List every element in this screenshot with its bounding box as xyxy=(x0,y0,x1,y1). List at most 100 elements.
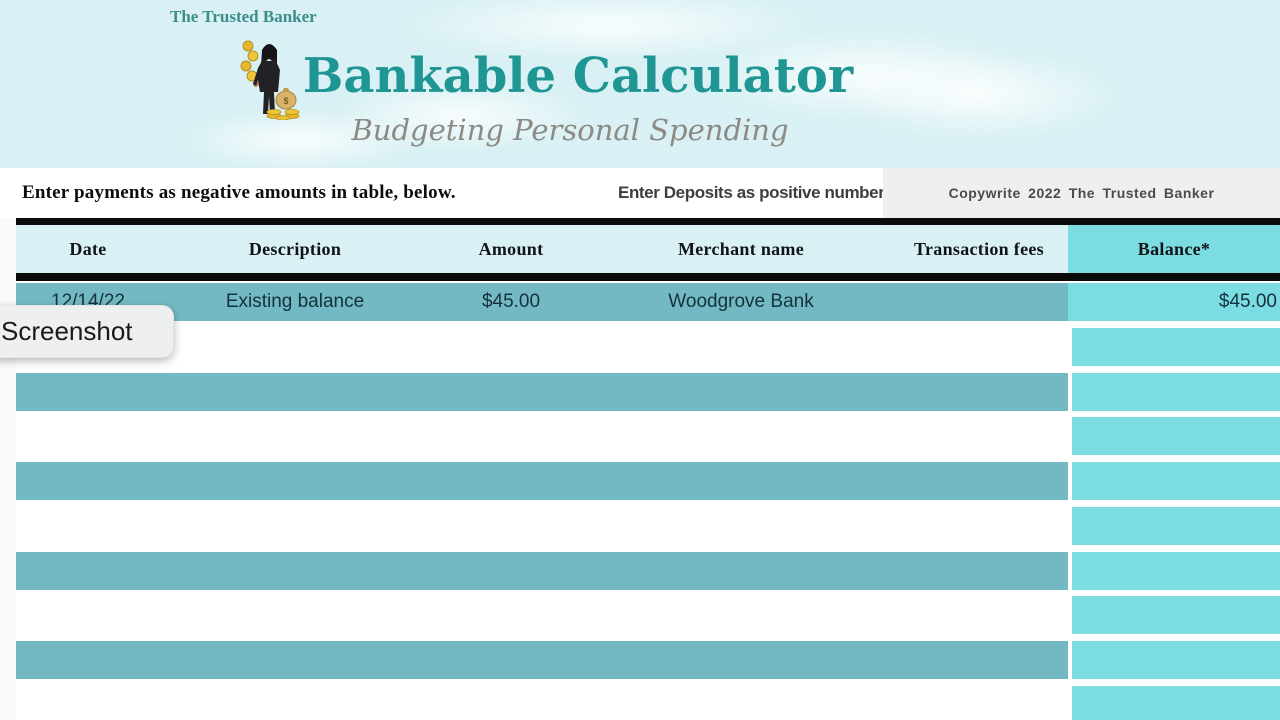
instruction-band: Enter payments as negative amounts in ta… xyxy=(0,168,1280,218)
cell-fees[interactable] xyxy=(890,596,1068,634)
cell-merchant[interactable] xyxy=(592,507,890,545)
banner: The Trusted Banker $ Bankable Cal xyxy=(0,0,1280,170)
table-header: Date Description Amount Merchant name Tr… xyxy=(0,225,1280,273)
cell-amount[interactable] xyxy=(430,507,592,545)
cell-merchant[interactable]: Woodgrove Bank xyxy=(668,291,814,312)
screenshot-tooltip-label: Screenshot xyxy=(1,316,133,346)
cell-balance[interactable] xyxy=(1072,462,1280,500)
cell-balance[interactable] xyxy=(1072,327,1280,366)
cell-fees[interactable] xyxy=(890,507,1068,545)
cell-balance[interactable] xyxy=(1072,596,1280,635)
cell-balance[interactable] xyxy=(1072,641,1280,679)
table-row xyxy=(0,596,1280,635)
copyright-text: Copywrite 2022 The Trusted Banker xyxy=(948,185,1215,201)
cell-description[interactable] xyxy=(160,328,430,366)
page-subtitle: Budgeting Personal Spending xyxy=(351,113,789,147)
payments-instruction: Enter payments as negative amounts in ta… xyxy=(22,182,456,203)
divider-header xyxy=(16,273,1280,281)
cell-amount[interactable] xyxy=(430,328,592,366)
column-header-description[interactable]: Description xyxy=(248,238,342,259)
cell-fees[interactable] xyxy=(890,686,1068,720)
cell-date[interactable] xyxy=(16,641,160,679)
cell-date[interactable] xyxy=(16,417,160,455)
banker-logo-icon: $ xyxy=(240,40,300,120)
cell-merchant[interactable] xyxy=(592,641,890,679)
brand-name: The Trusted Banker xyxy=(170,7,317,26)
cell-description[interactable] xyxy=(160,641,430,679)
cell-date[interactable] xyxy=(16,373,160,411)
cell-amount[interactable] xyxy=(430,462,592,500)
cell-amount[interactable]: $45.00 xyxy=(481,291,541,312)
cell-balance[interactable] xyxy=(1072,685,1280,720)
cell-fees[interactable] xyxy=(890,641,1068,679)
table-header-background: Date Description Amount Merchant name Tr… xyxy=(16,225,1068,273)
cell-merchant[interactable] xyxy=(592,686,890,720)
table-row xyxy=(0,372,1280,411)
table-row xyxy=(0,327,1280,366)
cell-merchant[interactable] xyxy=(592,328,890,366)
cell-fees[interactable] xyxy=(890,417,1068,455)
cell-amount[interactable] xyxy=(430,641,592,679)
column-header-amount[interactable]: Amount xyxy=(478,238,544,259)
page-title: Bankable Calculator xyxy=(302,48,854,104)
cell-fees[interactable] xyxy=(890,283,1068,321)
table-row xyxy=(0,551,1280,590)
cell-amount[interactable] xyxy=(430,596,592,634)
cell-description[interactable] xyxy=(160,462,430,500)
cell-fees[interactable] xyxy=(890,462,1068,500)
cell-merchant[interactable] xyxy=(592,417,890,455)
column-header-fees[interactable]: Transaction fees xyxy=(914,238,1044,259)
cell-description[interactable] xyxy=(160,373,430,411)
cell-date[interactable] xyxy=(16,596,160,634)
table-row xyxy=(0,685,1280,720)
cell-merchant[interactable] xyxy=(592,373,890,411)
cell-date[interactable] xyxy=(16,686,160,720)
cell-description[interactable] xyxy=(160,596,430,634)
cell-description[interactable] xyxy=(160,417,430,455)
copyright-block: Copywrite 2022 The Trusted Banker xyxy=(883,168,1280,218)
cell-merchant[interactable] xyxy=(592,462,890,500)
cell-date[interactable] xyxy=(16,507,160,545)
cell-description[interactable]: Existing balance xyxy=(225,291,365,312)
cell-fees[interactable] xyxy=(890,328,1068,366)
cell-balance[interactable] xyxy=(1072,372,1280,411)
cell-date[interactable] xyxy=(16,552,160,590)
cell-merchant[interactable] xyxy=(592,552,890,590)
cell-amount[interactable] xyxy=(430,417,592,455)
cell-amount[interactable] xyxy=(430,373,592,411)
table-row xyxy=(0,506,1280,545)
row-band xyxy=(16,641,1068,679)
cell-balance[interactable] xyxy=(1072,551,1280,590)
column-header-balance[interactable]: Balance* xyxy=(1068,225,1280,273)
row-band xyxy=(16,462,1068,500)
cell-description[interactable] xyxy=(160,552,430,590)
column-header-merchant[interactable]: Merchant name xyxy=(677,238,805,259)
cell-balance[interactable] xyxy=(1072,506,1280,545)
svg-text:$: $ xyxy=(283,96,288,106)
deposits-instruction: Enter Deposits as positive number xyxy=(618,183,885,202)
table-row xyxy=(0,462,1280,500)
cell-fees[interactable] xyxy=(890,373,1068,411)
cell-balance[interactable]: $45.00 xyxy=(1068,283,1280,321)
cell-date[interactable] xyxy=(16,462,160,500)
cell-amount[interactable] xyxy=(430,552,592,590)
table-row xyxy=(0,641,1280,679)
table-row xyxy=(0,417,1280,456)
cell-merchant[interactable] xyxy=(592,596,890,634)
cloud-decoration xyxy=(180,110,420,170)
table-row: 12/14/22 Existing balance $45.00 Woodgrove … xyxy=(0,283,1280,321)
row-band xyxy=(16,283,1068,321)
row-band xyxy=(16,372,1068,411)
cell-description[interactable] xyxy=(160,507,430,545)
column-header-date[interactable]: Date xyxy=(69,238,107,259)
cell-amount[interactable] xyxy=(430,686,592,720)
cell-description[interactable] xyxy=(160,686,430,720)
cloud-decoration xyxy=(840,50,1120,140)
divider-top xyxy=(16,218,1280,225)
cell-balance[interactable] xyxy=(1072,417,1280,456)
row-band xyxy=(16,551,1068,590)
cell-fees[interactable] xyxy=(890,552,1068,590)
screenshot-tooltip[interactable]: Screenshot xyxy=(0,305,174,358)
